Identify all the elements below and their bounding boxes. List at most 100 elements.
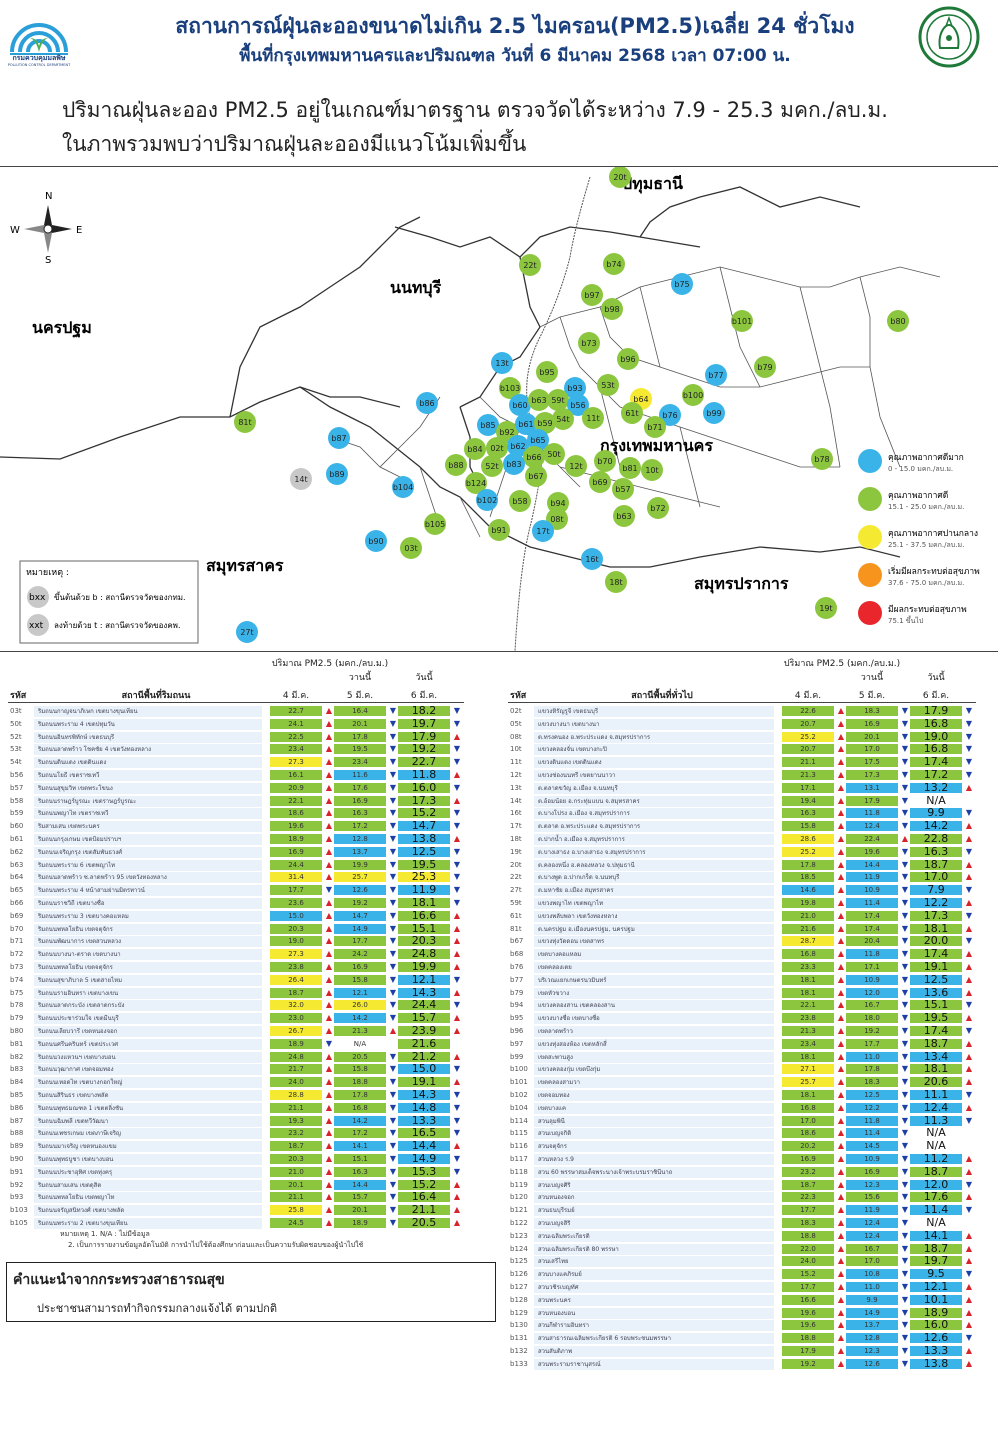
roadside-row-d3: 11.8 xyxy=(398,769,450,780)
note-t-symbol xyxy=(27,614,49,636)
roadside-row-d3: 13.8 xyxy=(398,833,450,844)
roadside-row-name: ริมถนนสามเสน เขตดุสิต xyxy=(34,1179,262,1191)
general-row-trend1-icon: ▲ xyxy=(837,1166,845,1176)
station-dot xyxy=(603,253,625,275)
station-label: 61t xyxy=(625,409,638,418)
station-marker: b83 xyxy=(503,453,525,475)
general-row-name: สวนเฉลิมพระเกียรติ 80 พรรษา xyxy=(534,1243,774,1255)
general-col-name: สถานีพื้นที่ทั่วไป xyxy=(631,691,693,701)
general-row-code: b116 xyxy=(510,1142,528,1151)
general-row-code: 13t xyxy=(510,783,522,792)
roadside-row-trend1-icon: ▲ xyxy=(325,770,333,779)
station-label: 11t xyxy=(586,414,599,423)
station-dot xyxy=(621,402,643,424)
roadside-row-trend1-icon: ▲ xyxy=(325,872,333,882)
general-row-trend2-icon: ▼ xyxy=(901,1243,909,1253)
general-row-d1: 14.6 xyxy=(782,885,834,896)
general-row-d3: 20.0 xyxy=(910,935,962,947)
roadside-row-d3: 24.4 xyxy=(398,999,450,1011)
station-label: 12t xyxy=(569,462,582,471)
general-row-trend1-icon: ▲ xyxy=(837,936,845,946)
general-row-d2: 12.4 xyxy=(846,1230,898,1241)
roadside-row-name: ริมถนนลาดพร้าว ซ.ลาดพร้าว 95 เขตวังทองหล… xyxy=(34,872,262,884)
general-row-d1: 25.2 xyxy=(782,846,834,857)
roadside-row-name: ริมถนนพญาไท เขตราชเทวี xyxy=(34,808,262,820)
roadside-row-d3: 16.0 xyxy=(398,782,450,793)
roadside-row-d3: 17.3 xyxy=(398,795,450,806)
general-row-trend3-icon: ▼ xyxy=(965,1026,973,1035)
station-dot xyxy=(532,520,554,542)
roadside-row-name: ริมถนนพระราม 4 หน้าสามย่านมิตรทาวน์ xyxy=(34,885,262,897)
general-row-code: b79 xyxy=(510,988,524,997)
general-row-code: b127 xyxy=(510,1283,528,1291)
roadside-row-trend1-icon: ▲ xyxy=(325,1013,333,1023)
station-label: b91 xyxy=(491,526,506,535)
roadside-row-d1: 21.1 xyxy=(270,1192,322,1203)
general-row-trend2-icon: ▼ xyxy=(901,1128,909,1138)
general-row-trend3-icon: ▲ xyxy=(965,1358,973,1368)
general-row-code: b102 xyxy=(510,1091,528,1099)
general-row-d3: 9.5 xyxy=(910,1268,962,1280)
general-row-name: ต.บางพูด อ.ปากเกร็ด จ.นนทบุรี xyxy=(534,872,774,884)
roadside-row-d2: 16.8 xyxy=(334,1102,386,1113)
roadside-row-code: b82 xyxy=(10,1052,24,1061)
station-marker: b88 xyxy=(445,454,467,476)
general-row-trend1-icon: ▲ xyxy=(837,706,845,715)
general-row-d3: 12.4 xyxy=(910,1102,962,1113)
roadside-row-code: b63 xyxy=(10,860,24,869)
roadside-row-d3: 11.9 xyxy=(398,884,450,896)
general-row-d2: 12.0 xyxy=(846,987,898,998)
roadside-row-trend1-icon: ▲ xyxy=(325,1051,333,1061)
station-marker: b77 xyxy=(705,364,727,386)
general-row-trend3-icon: ▲ xyxy=(965,974,973,984)
roadside-row-code: b103 xyxy=(10,1206,28,1215)
station-marker: b103 xyxy=(499,377,521,399)
station-marker: b57 xyxy=(612,478,634,500)
roadside-row-d1: 31.4 xyxy=(270,872,322,883)
roadside-row-d2: 15.8 xyxy=(334,1064,386,1075)
roadside-row-name: ริมถนนพระราม 3 เขตบางคอแหลม xyxy=(34,910,262,922)
roadside-row-name: ริมถนนประชาร่วมใจ เขตมีนบุรี xyxy=(34,1013,262,1025)
roadside-row-d2: 12.8 xyxy=(334,834,386,844)
general-row-trend2-icon: ▼ xyxy=(901,1090,909,1099)
general-row-trend3-icon: ▲ xyxy=(965,1154,973,1163)
roadside-row-name: ริมถนนวงแหวนฯ เขตบางบอน xyxy=(34,1051,262,1063)
general-row-d2: 12.3 xyxy=(846,1179,898,1190)
general-row-name: แขวงคลองสาน เขตคลองสาน xyxy=(534,1000,774,1012)
station-dot xyxy=(581,548,603,570)
general-row-name: เขตลาดพร้าว xyxy=(534,1026,774,1037)
roadside-row-name: ริมถนนมาเจริญ เขตหนองแขม xyxy=(34,1141,262,1153)
general-row-code: 22t xyxy=(510,873,522,882)
roadside-row-code: b75 xyxy=(10,988,24,997)
roadside-row-d1: 22.7 xyxy=(270,706,322,716)
station-label: 13t xyxy=(495,359,508,368)
roadside-row-trend3-icon: ▲ xyxy=(453,1205,461,1215)
roadside-row-d2: N/A xyxy=(353,1039,367,1048)
general-row-trend1-icon: ▲ xyxy=(837,846,845,856)
roadside-row-code: b85 xyxy=(10,1091,24,1099)
roadside-row-d3: 15.1 xyxy=(398,923,450,934)
general-row-name: สวนพระนคร xyxy=(534,1294,774,1306)
roadside-row-trend2-icon: ▼ xyxy=(389,782,397,792)
roadside-row-d1: 16.9 xyxy=(270,846,322,857)
logo-left-text: กรมควบคุมมลพิษ xyxy=(12,54,66,62)
general-row-trend3-icon: ▲ xyxy=(965,821,973,831)
general-row-d1: 17.7 xyxy=(782,1205,834,1216)
general-row-trend1-icon: ▲ xyxy=(837,1307,845,1317)
general-row-trend1-icon: ▲ xyxy=(837,987,845,997)
roadside-row-trend3-icon: ▼ xyxy=(453,1166,461,1176)
general-row-d2: 17.7 xyxy=(846,1038,898,1049)
roadside-row-d3: 23.9 xyxy=(398,1025,450,1036)
station-marker: b69 xyxy=(589,471,611,493)
station-label: b62 xyxy=(510,442,525,451)
roadside-row-d2: 16.4 xyxy=(334,706,386,716)
general-row-d1: 27.1 xyxy=(782,1064,834,1075)
station-label: b76 xyxy=(662,411,677,420)
roadside-row-trend1-icon: ▲ xyxy=(325,782,333,792)
station-marker: b73 xyxy=(578,332,600,354)
legend-swatch xyxy=(858,563,882,587)
general-row-d1: 17.7 xyxy=(782,1282,834,1292)
general-row-code: 19t xyxy=(510,847,522,856)
roadside-row-d2: 18.8 xyxy=(334,1077,386,1088)
roadside-row-d1: 27.3 xyxy=(270,757,322,768)
